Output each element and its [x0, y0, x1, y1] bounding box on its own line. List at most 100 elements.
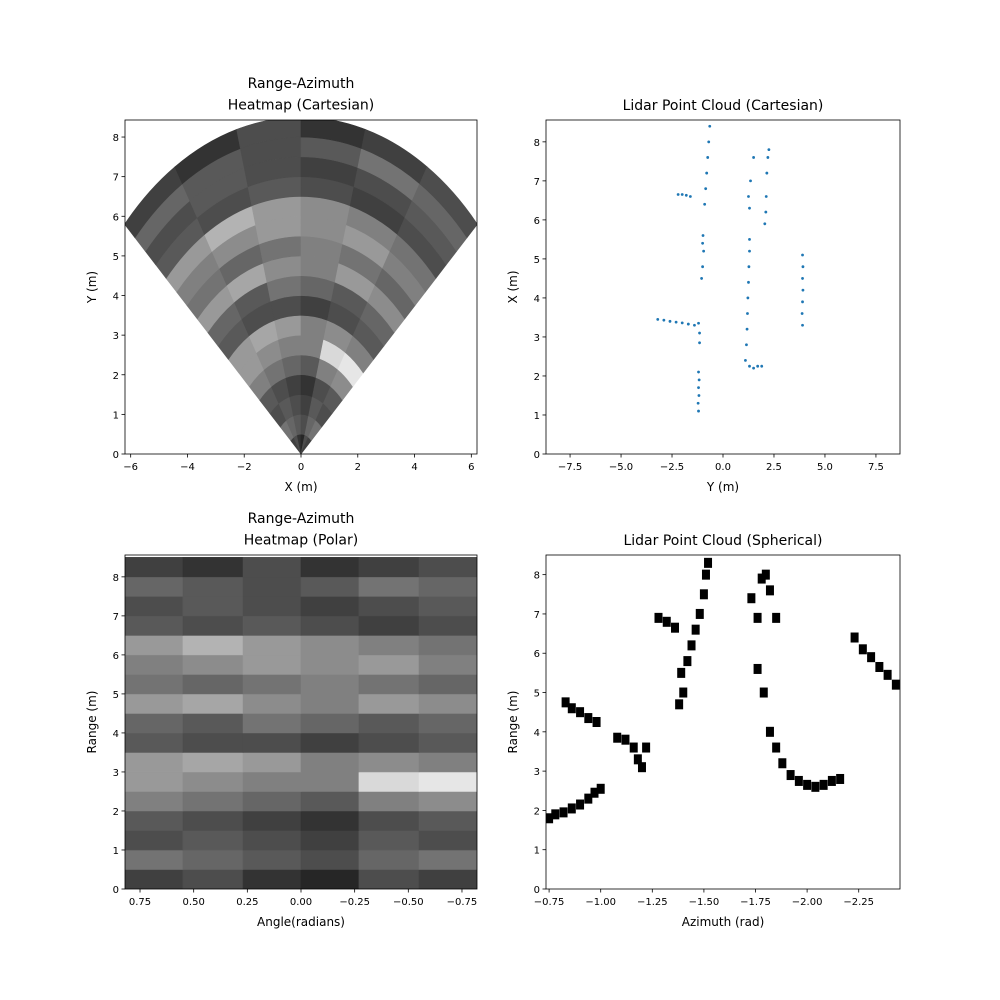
point	[760, 364, 764, 368]
heatmap-cell	[300, 830, 360, 851]
point	[697, 394, 701, 397]
heatmap-cell	[418, 693, 477, 714]
point	[745, 327, 749, 331]
point	[759, 687, 768, 698]
point	[705, 171, 709, 175]
heatmap-cell	[300, 693, 360, 714]
point	[584, 713, 593, 724]
point	[701, 234, 705, 237]
heatmap-cell	[125, 635, 184, 656]
y-tick-label: 3	[113, 331, 119, 342]
heatmap-cell	[300, 654, 360, 675]
heatmap-cell	[418, 830, 477, 851]
heatmap-cell	[358, 615, 420, 636]
point	[621, 734, 630, 745]
x-tick-label: 5.0	[817, 462, 833, 473]
heatmap-cell	[300, 615, 360, 636]
point	[701, 265, 705, 269]
x-tick-label: −0.50	[393, 897, 424, 908]
point	[697, 386, 700, 390]
heatmap-cell	[358, 791, 420, 812]
heatmap-cell	[242, 791, 302, 812]
point	[746, 296, 750, 300]
point	[761, 569, 770, 580]
point	[801, 253, 804, 257]
heatmap-cell	[418, 654, 477, 675]
heatmap-cell	[358, 654, 420, 675]
point	[642, 742, 651, 753]
point	[827, 775, 836, 786]
heatmap-cell	[300, 849, 360, 870]
point	[764, 195, 768, 198]
point	[747, 265, 751, 269]
x-tick-label: 2	[355, 462, 361, 473]
y-tick-label: 4	[113, 292, 119, 303]
heatmap-cell	[358, 713, 420, 734]
x-tick-label: −4	[180, 462, 195, 473]
y-tick-label: 5	[113, 252, 119, 263]
point	[680, 193, 684, 196]
point	[765, 171, 769, 175]
x-tick-label: 0.50	[183, 897, 205, 908]
point	[592, 717, 601, 727]
heatmap-cell	[242, 557, 302, 578]
point	[683, 656, 692, 667]
heatmap-cell	[242, 713, 302, 734]
y-tick-label: 3	[113, 768, 119, 779]
heatmap-cell	[125, 771, 184, 792]
point	[629, 742, 638, 753]
chart-title: Lidar Point Cloud (Cartesian)	[623, 98, 824, 114]
heatmap-cell	[242, 635, 302, 656]
x-axis-label: Y (m)	[706, 480, 739, 494]
heatmap-cell	[182, 830, 244, 851]
heatmap-cell	[242, 771, 302, 792]
point	[811, 781, 820, 792]
heatmap-cell	[300, 752, 360, 773]
heatmap-cell	[300, 635, 360, 656]
point	[801, 265, 805, 269]
point	[703, 202, 707, 206]
panel: −7.5 −5.0 −2.5 0.0 2.5 5.0 7.5 0 1 2 3 4 5 6 7 8 Y (m) X …	[506, 98, 901, 494]
point	[700, 277, 703, 280]
point	[752, 366, 755, 370]
point	[765, 585, 774, 596]
heatmap-cell	[300, 869, 360, 889]
heatmap-cell	[125, 615, 184, 636]
point	[637, 762, 646, 773]
heatmap-cell	[242, 830, 302, 851]
heatmap-cell	[418, 791, 477, 812]
x-tick-label: 4	[411, 462, 417, 473]
heatmap-cell	[242, 654, 302, 675]
point	[551, 809, 560, 820]
heatmap-cell	[125, 869, 184, 889]
y-tick-label: 1	[113, 846, 119, 857]
heatmap-cell	[182, 713, 244, 734]
y-tick-label: 1	[113, 410, 119, 421]
heatmap-cell	[418, 674, 477, 695]
point	[745, 343, 748, 347]
point	[763, 222, 767, 226]
y-axis-label: Range (m)	[85, 691, 99, 754]
heatmap-cell	[358, 830, 420, 851]
point	[778, 758, 787, 769]
point	[748, 237, 751, 241]
heatmap-cell	[125, 791, 184, 812]
y-tick-label: 6	[534, 649, 540, 660]
heatmap-cell	[418, 810, 477, 831]
point	[746, 312, 749, 315]
point	[584, 793, 593, 804]
y-axis-label: X (m)	[506, 270, 520, 303]
heatmap-cell	[182, 654, 244, 675]
heatmap-cell	[125, 830, 184, 851]
y-axis-label: Range (m)	[506, 691, 520, 754]
x-tick-label: −5.0	[609, 462, 633, 473]
heatmap-cell	[358, 693, 420, 714]
plot-area	[546, 557, 900, 824]
heatmap-cell	[125, 576, 184, 597]
heatmap-cell	[418, 869, 477, 889]
heatmap-cell	[419, 166, 477, 239]
point	[707, 140, 711, 144]
heatmap-cell	[242, 674, 302, 695]
y-tick-label: 8	[113, 573, 119, 584]
